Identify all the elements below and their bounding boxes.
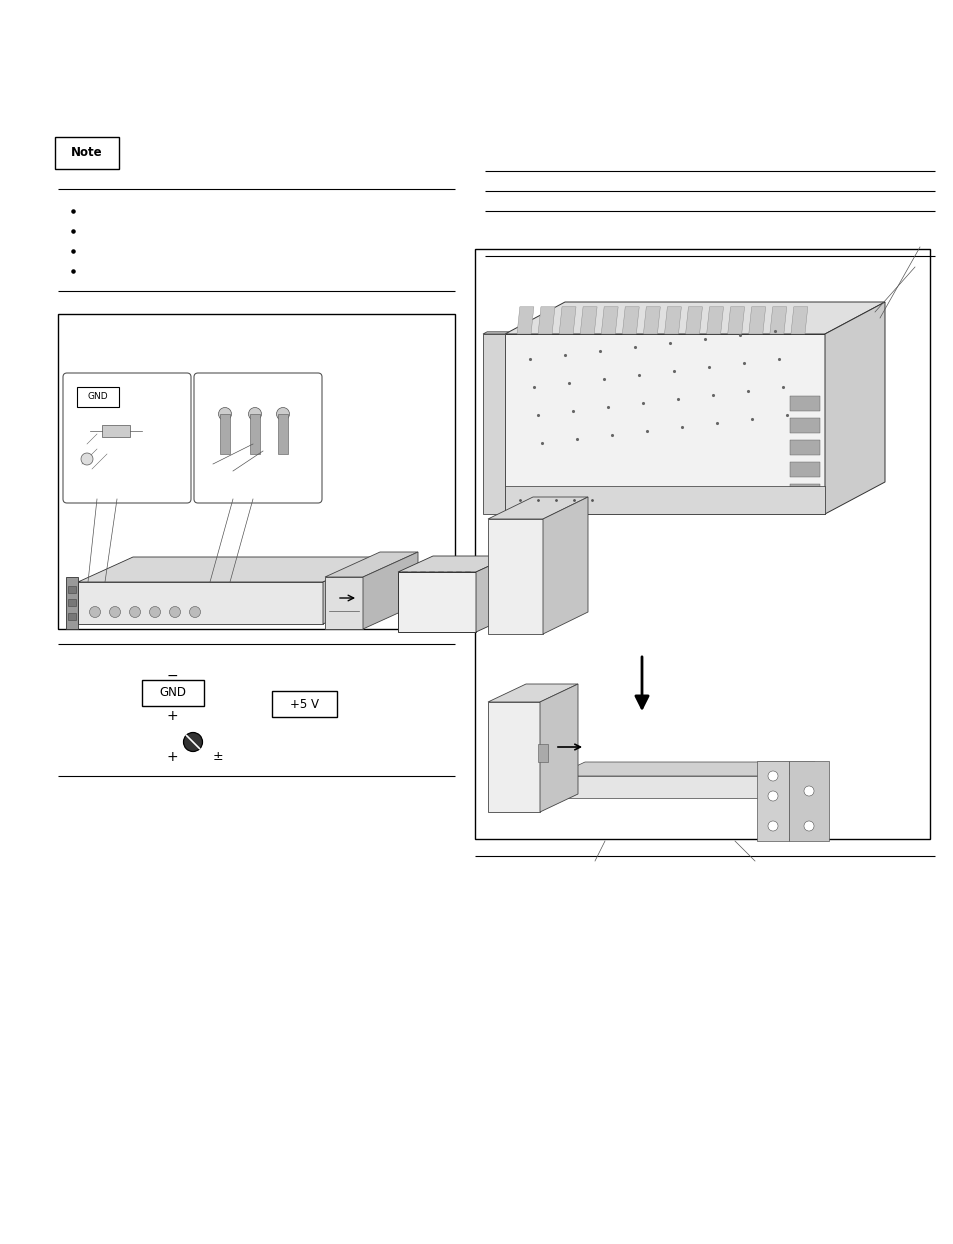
Polygon shape bbox=[504, 333, 824, 514]
Bar bbox=[250, 414, 260, 454]
Circle shape bbox=[150, 607, 160, 617]
Polygon shape bbox=[78, 582, 323, 624]
Circle shape bbox=[130, 607, 140, 617]
Polygon shape bbox=[579, 307, 597, 333]
Circle shape bbox=[218, 408, 232, 420]
Polygon shape bbox=[706, 307, 722, 333]
Polygon shape bbox=[555, 763, 814, 776]
Circle shape bbox=[170, 607, 180, 617]
Bar bbox=[789, 396, 820, 411]
Text: ±: ± bbox=[213, 750, 223, 764]
Polygon shape bbox=[397, 572, 476, 632]
Polygon shape bbox=[769, 307, 786, 333]
Polygon shape bbox=[325, 552, 417, 577]
Bar bbox=[68, 586, 76, 593]
FancyBboxPatch shape bbox=[63, 373, 191, 503]
Circle shape bbox=[183, 733, 202, 751]
Text: GND: GND bbox=[159, 687, 186, 699]
Polygon shape bbox=[325, 577, 363, 629]
Circle shape bbox=[276, 408, 289, 420]
Circle shape bbox=[803, 821, 813, 831]
Bar bbox=[789, 462, 820, 476]
Bar bbox=[789, 484, 820, 499]
Polygon shape bbox=[790, 307, 807, 333]
Bar bbox=[757, 761, 788, 841]
Polygon shape bbox=[748, 307, 765, 333]
Bar bbox=[272, 690, 336, 717]
Circle shape bbox=[110, 607, 120, 617]
Bar bbox=[277, 414, 288, 454]
Polygon shape bbox=[488, 702, 539, 812]
Circle shape bbox=[81, 453, 92, 465]
Bar bbox=[537, 744, 547, 763]
Polygon shape bbox=[482, 333, 504, 514]
Bar bbox=[475, 249, 929, 838]
Bar bbox=[68, 600, 76, 606]
Text: +: + bbox=[166, 750, 177, 764]
Circle shape bbox=[248, 408, 261, 420]
Polygon shape bbox=[323, 557, 377, 624]
Polygon shape bbox=[558, 307, 576, 333]
Circle shape bbox=[767, 771, 778, 781]
Bar bbox=[142, 680, 204, 707]
Bar bbox=[68, 613, 76, 620]
Bar bbox=[789, 440, 820, 455]
Polygon shape bbox=[397, 556, 511, 572]
Polygon shape bbox=[685, 307, 701, 333]
Polygon shape bbox=[642, 307, 659, 333]
Circle shape bbox=[767, 821, 778, 831]
Polygon shape bbox=[542, 498, 587, 634]
Polygon shape bbox=[488, 498, 587, 519]
Bar bbox=[220, 414, 230, 454]
Polygon shape bbox=[537, 307, 555, 333]
Circle shape bbox=[190, 607, 200, 617]
Circle shape bbox=[90, 607, 100, 617]
Text: −: − bbox=[166, 669, 177, 683]
Text: +5 V: +5 V bbox=[290, 698, 318, 710]
Text: Note: Note bbox=[71, 147, 103, 159]
FancyBboxPatch shape bbox=[55, 137, 119, 169]
Bar bbox=[788, 761, 828, 841]
Polygon shape bbox=[504, 302, 884, 333]
Polygon shape bbox=[555, 776, 784, 797]
Polygon shape bbox=[539, 684, 578, 812]
Polygon shape bbox=[600, 307, 618, 333]
Polygon shape bbox=[66, 577, 78, 629]
Polygon shape bbox=[664, 307, 680, 333]
Polygon shape bbox=[621, 307, 639, 333]
FancyBboxPatch shape bbox=[193, 373, 322, 503]
Polygon shape bbox=[482, 332, 509, 333]
Bar bbox=[789, 418, 820, 433]
Bar bbox=[58, 313, 455, 629]
Polygon shape bbox=[504, 486, 824, 514]
Polygon shape bbox=[727, 307, 743, 333]
Circle shape bbox=[803, 786, 813, 796]
Bar bbox=[102, 425, 130, 437]
Text: +: + bbox=[166, 709, 177, 723]
Polygon shape bbox=[824, 302, 884, 514]
Circle shape bbox=[767, 791, 778, 801]
Polygon shape bbox=[488, 519, 542, 634]
Bar bbox=[77, 387, 119, 407]
Polygon shape bbox=[363, 552, 417, 629]
Text: GND: GND bbox=[88, 393, 109, 402]
Polygon shape bbox=[488, 684, 578, 702]
Polygon shape bbox=[517, 307, 534, 333]
Polygon shape bbox=[78, 557, 377, 582]
Polygon shape bbox=[476, 556, 511, 632]
